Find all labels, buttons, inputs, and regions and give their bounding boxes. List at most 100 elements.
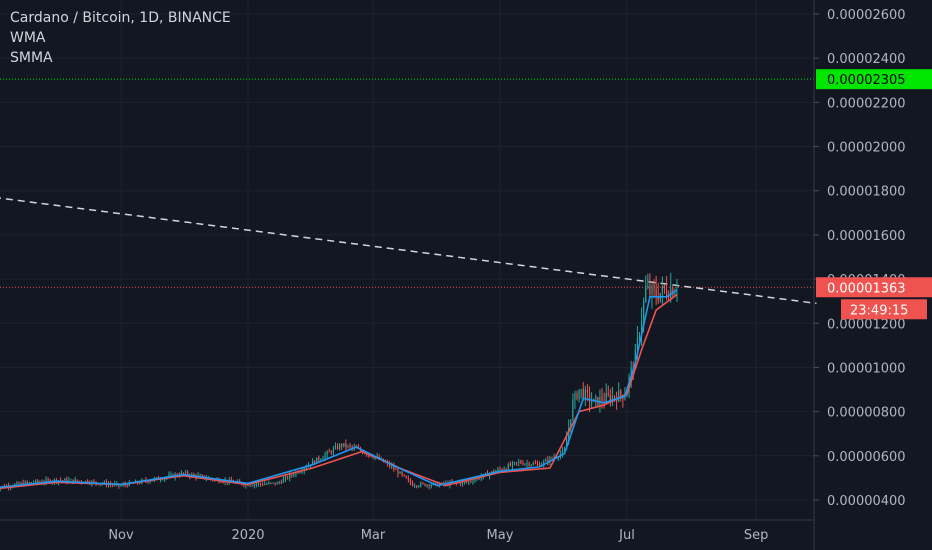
- candle-body: [341, 444, 343, 447]
- y-tick-label: 0.00001800: [827, 185, 906, 200]
- candle-body: [328, 451, 330, 453]
- candle-body: [155, 477, 157, 479]
- candle-body: [640, 320, 643, 336]
- candle-body: [159, 479, 162, 481]
- target-price-tag: 0.00002305: [816, 69, 932, 90]
- candle-body: [74, 479, 76, 483]
- candle-body: [509, 464, 511, 466]
- candle-body: [422, 483, 424, 485]
- candle-body: [566, 439, 568, 450]
- candle-body: [411, 482, 414, 487]
- trendline-layer[interactable]: [0, 197, 817, 305]
- candle-body: [507, 464, 509, 469]
- candle-body: [199, 475, 201, 477]
- candle-body: [595, 397, 597, 399]
- candle-body: [182, 472, 185, 474]
- candle-body: [618, 390, 620, 402]
- candle-body: [561, 450, 564, 454]
- current-price-tag-bg: [816, 277, 932, 298]
- candle-body: [305, 467, 307, 469]
- candle-body: [570, 419, 572, 428]
- candle-body: [434, 482, 437, 484]
- candle-body: [414, 485, 416, 487]
- candle-body: [584, 389, 586, 399]
- candle-body: [18, 482, 20, 484]
- candle-body: [518, 461, 520, 463]
- candle-body: [536, 463, 539, 465]
- y-tick-label: 0.00000400: [827, 494, 906, 509]
- y-tick-label: 0.00001000: [827, 361, 906, 376]
- candle-body: [578, 389, 580, 399]
- candle-body: [139, 482, 141, 484]
- candle-body: [168, 474, 170, 477]
- candle-body: [651, 285, 653, 294]
- candle-body: [538, 463, 541, 467]
- candle-body: [591, 401, 593, 403]
- candle-body: [582, 389, 584, 399]
- candle-body: [76, 479, 78, 481]
- candle-body: [416, 485, 418, 487]
- candle-body: [563, 449, 566, 451]
- candle-body: [343, 443, 345, 447]
- candle-body: [193, 474, 195, 476]
- candle-body: [147, 481, 149, 483]
- candle-body: [70, 479, 72, 481]
- candle-body: [339, 444, 341, 449]
- candle-body: [37, 480, 39, 482]
- horizontal-lines: [0, 78, 814, 288]
- candle-body: [601, 397, 603, 401]
- y-tick-label: 0.00002200: [827, 96, 906, 111]
- candle-body: [526, 463, 528, 465]
- candle-body: [497, 468, 499, 471]
- candle-body: [35, 480, 37, 483]
- trendline[interactable]: [0, 197, 817, 305]
- candle-body: [149, 481, 151, 483]
- candle-body: [405, 475, 407, 479]
- wma-line: [0, 289, 678, 489]
- candle-body: [289, 474, 291, 479]
- candle-body: [528, 463, 530, 466]
- candle-body: [551, 457, 553, 459]
- candle-body: [286, 476, 289, 479]
- axes[interactable]: Nov 2020 Mar May Jul Sep 0.00000400 0.00000600 0…: [0, 0, 906, 550]
- candle-body: [665, 289, 668, 296]
- candle-body: [299, 471, 301, 473]
- candle-body: [395, 469, 397, 471]
- symbol-title[interactable]: Cardano / Bitcoin, 1D, BINANCE: [10, 10, 231, 26]
- candle-body: [649, 286, 651, 294]
- candle-body: [334, 446, 337, 449]
- candle-body: [553, 457, 555, 459]
- y-tick-label: 0.00002000: [827, 141, 906, 156]
- candle-body: [53, 479, 55, 482]
- candle-body: [324, 454, 326, 459]
- candle-body: [463, 481, 466, 483]
- x-tick-label: Nov: [108, 528, 134, 543]
- candle-body: [397, 469, 399, 474]
- y-tick-label: 0.00000800: [827, 406, 906, 421]
- candle-body: [72, 479, 74, 483]
- wma-indicator-label[interactable]: WMA: [10, 30, 46, 46]
- candle-body: [316, 457, 318, 464]
- candle-body: [274, 482, 276, 485]
- candle-body: [347, 445, 349, 447]
- countdown-tag-text: 23:49:15: [850, 303, 908, 318]
- candle-body: [243, 484, 245, 486]
- candle-body: [409, 479, 412, 483]
- candle-body: [349, 445, 351, 447]
- candle-body: [430, 485, 432, 487]
- candle-body: [16, 482, 18, 485]
- candle-body: [222, 482, 224, 484]
- candle-body: [513, 462, 516, 464]
- candle-body: [436, 482, 439, 487]
- candle-body: [674, 293, 676, 296]
- x-tick-label: 2020: [231, 528, 264, 543]
- candle-body: [522, 463, 524, 465]
- target-price-tag-text: 0.00002305: [827, 73, 906, 88]
- candle-body: [184, 472, 187, 474]
- candle-body: [64, 478, 66, 481]
- candle-body: [447, 482, 449, 486]
- smma-indicator-label[interactable]: SMMA: [10, 50, 53, 66]
- candle-body: [407, 478, 409, 480]
